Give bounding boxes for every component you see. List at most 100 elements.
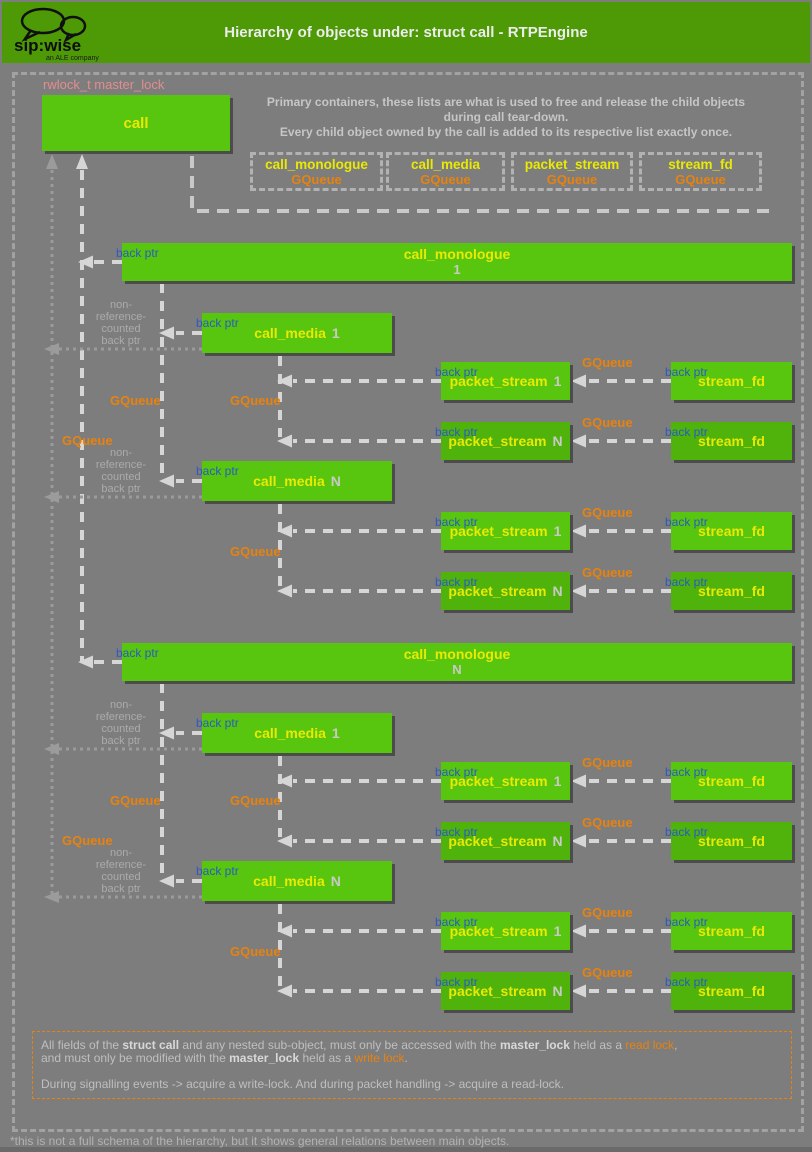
logo-bubble-small-tail bbox=[63, 32, 77, 44]
non-ref-back-ptr-label: non- reference- counted back ptr bbox=[85, 299, 157, 347]
container-type: GQueue bbox=[546, 171, 598, 187]
arrow-left bbox=[277, 774, 292, 788]
box-suffix: 1 bbox=[331, 725, 340, 741]
back-ptr-label: back ptr bbox=[116, 646, 159, 660]
box-label: stream_fd bbox=[698, 923, 765, 939]
arrow-left bbox=[277, 374, 292, 388]
non-ref-line: non- bbox=[109, 699, 133, 711]
gqueue-label: GQueue bbox=[230, 944, 281, 959]
box-call-media-1a: call_media 1 bbox=[202, 313, 392, 353]
box-label: call bbox=[123, 114, 149, 132]
note-bold: master_lock bbox=[229, 1051, 300, 1065]
box-suffix: 1 bbox=[331, 325, 340, 341]
gqueue-label: GQueue bbox=[62, 433, 113, 448]
non-ref-back-ptr-label: non- reference- counted back ptr bbox=[85, 699, 157, 747]
non-ref-line: reference- bbox=[95, 711, 147, 723]
box-label: stream_fd bbox=[698, 373, 765, 389]
note-text: and must only be modified with the bbox=[41, 1051, 230, 1065]
box-stream-fd-r2: stream_fd bbox=[671, 422, 792, 460]
box-label: call_monologue bbox=[403, 246, 511, 262]
back-ptr-label: back ptr bbox=[196, 716, 239, 730]
box-call-media-1b: call_media 1 bbox=[202, 713, 392, 753]
non-ref-line: back ptr bbox=[101, 735, 141, 747]
back-ptr-label: back ptr bbox=[665, 825, 708, 839]
backptr-dashed-lines bbox=[80, 170, 671, 993]
back-ptr-label: back ptr bbox=[665, 975, 708, 989]
gqueue-label: GQueue bbox=[230, 793, 281, 808]
box-suffix: N bbox=[552, 433, 563, 449]
non-ref-back-ptr-label: non- reference- counted back ptr bbox=[85, 847, 157, 895]
bottom-strip bbox=[0, 1147, 812, 1152]
arrow-left bbox=[44, 743, 59, 755]
box-suffix: 1 bbox=[553, 923, 562, 939]
box-label: packet_stream bbox=[448, 433, 547, 449]
box-stream-fd-r4: stream_fd bbox=[671, 572, 792, 610]
box-label: stream_fd bbox=[698, 433, 765, 449]
arrow-left bbox=[571, 374, 586, 388]
non-ref-line: non- bbox=[109, 299, 133, 311]
box-label: call_monologue bbox=[403, 646, 511, 662]
container-type: GQueue bbox=[675, 171, 726, 187]
logo-tagline: an ALE company bbox=[46, 55, 99, 62]
box-call: call bbox=[42, 95, 230, 151]
box-label: packet_stream bbox=[448, 983, 547, 999]
box-label: packet_stream bbox=[449, 923, 548, 939]
note-text: , bbox=[674, 1038, 678, 1052]
container-name: call_media bbox=[410, 156, 481, 172]
gqueue-label: GQueue bbox=[582, 965, 633, 980]
box-suffix: N bbox=[452, 662, 462, 677]
dotted-arrowheads bbox=[44, 154, 59, 903]
box-label: packet_stream bbox=[448, 833, 547, 849]
arrow-left bbox=[277, 834, 292, 848]
non-ref-line: reference- bbox=[95, 311, 147, 323]
arrow-left bbox=[78, 655, 93, 669]
container-call-monologue: call_monologue GQueue bbox=[250, 152, 383, 191]
back-ptr-label: back ptr bbox=[435, 825, 478, 839]
box-stream-fd-r8: stream_fd bbox=[671, 972, 792, 1010]
arrow-left bbox=[159, 726, 174, 740]
box-suffix: N bbox=[330, 873, 341, 889]
box-packet-stream-r7: packet_stream 1 bbox=[441, 912, 570, 950]
non-ref-line: back ptr bbox=[101, 483, 141, 495]
box-packet-stream-r2: packet_stream N bbox=[441, 422, 570, 460]
non-ref-line: non- bbox=[109, 447, 133, 459]
non-ref-line: counted bbox=[101, 871, 141, 883]
conn-call-to-containers bbox=[190, 156, 770, 213]
back-ptr-label: back ptr bbox=[665, 515, 708, 529]
back-ptr-label: back ptr bbox=[665, 365, 708, 379]
note-text: held as a bbox=[569, 1038, 626, 1052]
box-stream-fd-r1: stream_fd bbox=[671, 362, 792, 400]
box-suffix: 1 bbox=[553, 523, 562, 539]
box-suffix: N bbox=[552, 833, 563, 849]
box-packet-stream-r4: packet_stream N bbox=[441, 572, 570, 610]
back-ptr-label: back ptr bbox=[435, 575, 478, 589]
box-label: packet_stream bbox=[449, 523, 548, 539]
container-packet-stream: packet_stream GQueue bbox=[511, 152, 633, 191]
write-lock-text: write lock bbox=[354, 1051, 405, 1065]
box-label: stream_fd bbox=[698, 773, 765, 789]
non-ref-line: reference- bbox=[95, 459, 147, 471]
container-name: packet_stream bbox=[524, 156, 620, 172]
box-packet-stream-r5: packet_stream 1 bbox=[441, 762, 570, 800]
back-ptr-label: back ptr bbox=[665, 765, 708, 779]
arrow-left bbox=[159, 326, 174, 340]
arrow-left bbox=[277, 524, 292, 538]
container-name: call_monologue bbox=[265, 156, 368, 172]
gqueue-label: GQueue bbox=[582, 505, 633, 520]
gqueue-label: GQueue bbox=[582, 815, 633, 830]
intro-line-3: Every child object owned by the call is … bbox=[279, 125, 733, 139]
arrow-left bbox=[277, 924, 292, 938]
intro-line-1: Primary containers, these lists are what… bbox=[266, 95, 746, 109]
note-text: held as a bbox=[299, 1051, 355, 1065]
gqueue-label: GQueue bbox=[582, 415, 633, 430]
arrow-left bbox=[571, 834, 586, 848]
box-call-media-nb: call_media N bbox=[202, 861, 392, 901]
gqueue-label: GQueue bbox=[582, 755, 633, 770]
non-ref-line: counted bbox=[101, 323, 141, 335]
back-ptr-label: back ptr bbox=[665, 575, 708, 589]
gqueue-label: GQueue bbox=[582, 905, 633, 920]
container-type: GQueue bbox=[291, 171, 342, 187]
note-text: and any nested sub-object, must only be … bbox=[179, 1038, 500, 1052]
nonref-dotted-lines bbox=[50, 170, 202, 899]
back-ptr-label: back ptr bbox=[196, 316, 239, 330]
